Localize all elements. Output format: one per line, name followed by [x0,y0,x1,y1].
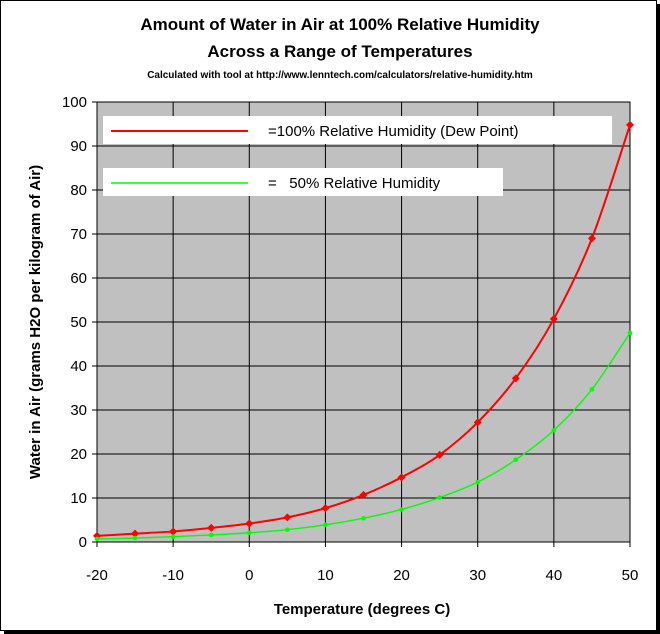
y-tick-label: 100 [62,94,87,111]
y-axis-title: Water in Air (grams H2O per kilogram of … [27,165,44,479]
data-point-series-1 [359,490,368,499]
x-tick-label: 50 [622,567,639,584]
data-point-series-2 [551,427,557,433]
x-tick-label: -20 [86,567,108,584]
y-tick-label: 40 [70,358,87,375]
tick-labels: 0 10 20 30 40 50 60 70 80 90 100 -20 -10 0 10 20 30 40 50 [62,94,638,584]
data-point-series-1 [435,450,444,459]
y-tick-label: 30 [70,402,87,419]
x-axis-title: Temperature (degrees C) [274,601,450,618]
data-point-series-2 [246,530,252,536]
data-point-series-1 [131,529,140,538]
frame-shadow-bottom [4,631,660,634]
x-tick-label: 0 [245,567,253,584]
data-point-series-2 [399,507,404,512]
y-tick-label: 50 [70,314,87,331]
data-point-series-1 [549,314,558,323]
data-point-series-2 [437,495,442,500]
data-point-series-1 [397,473,406,482]
data-point-series-2 [513,457,519,463]
tick-marks [92,101,631,547]
x-tick-label: 20 [393,567,410,584]
data-point-series-1 [587,234,596,243]
data-point-series-1 [169,527,178,536]
data-point-series-1 [321,504,330,513]
data-point-series-2 [475,479,481,485]
chart-title-line2: Across a Range of Temperatures [207,42,472,61]
data-point-series-1 [511,374,520,383]
data-point-series-1 [473,418,482,427]
legend: =100% Relative Humidity (Dew Point) = 50… [103,116,612,196]
x-tick-label: 40 [546,567,563,584]
data-point-series-2 [627,330,633,336]
y-tick-label: 20 [70,446,87,463]
data-point-series-2 [589,387,595,392]
data-point-series-2 [208,532,214,538]
data-point-series-2 [132,535,138,541]
legend-label-1: =100% Relative Humidity (Dew Point) [268,123,519,140]
y-tick-label: 70 [70,226,87,243]
data-point-series-2 [285,527,290,532]
y-tick-label: 60 [70,270,87,287]
data-point-series-2 [323,522,328,528]
data-point-series-1 [207,523,216,532]
chart-subtitle: Calculated with tool at http://www.lennt… [147,70,533,81]
data-point-series-2 [361,515,366,521]
y-tick-label: 80 [70,182,87,199]
data-point-series-1 [283,513,292,522]
x-tick-label: 30 [469,567,486,584]
data-point-series-1 [245,519,254,528]
data-point-series-2 [94,536,100,542]
legend-label-2: = 50% Relative Humidity [268,175,441,192]
x-tick-label: -10 [162,567,184,584]
y-tick-label: 10 [70,490,87,507]
legend-box-2 [103,168,503,196]
y-tick-label: 90 [70,138,87,155]
data-point-series-2 [170,534,176,540]
series-group [93,120,634,542]
data-point-series-1 [626,120,634,129]
gridlines [97,102,630,542]
frame-shadow-right [657,4,660,634]
y-tick-label: 0 [79,534,87,551]
x-tick-label: 10 [317,567,334,584]
chart-title-line1: Amount of Water in Air at 100% Relative … [140,15,540,34]
